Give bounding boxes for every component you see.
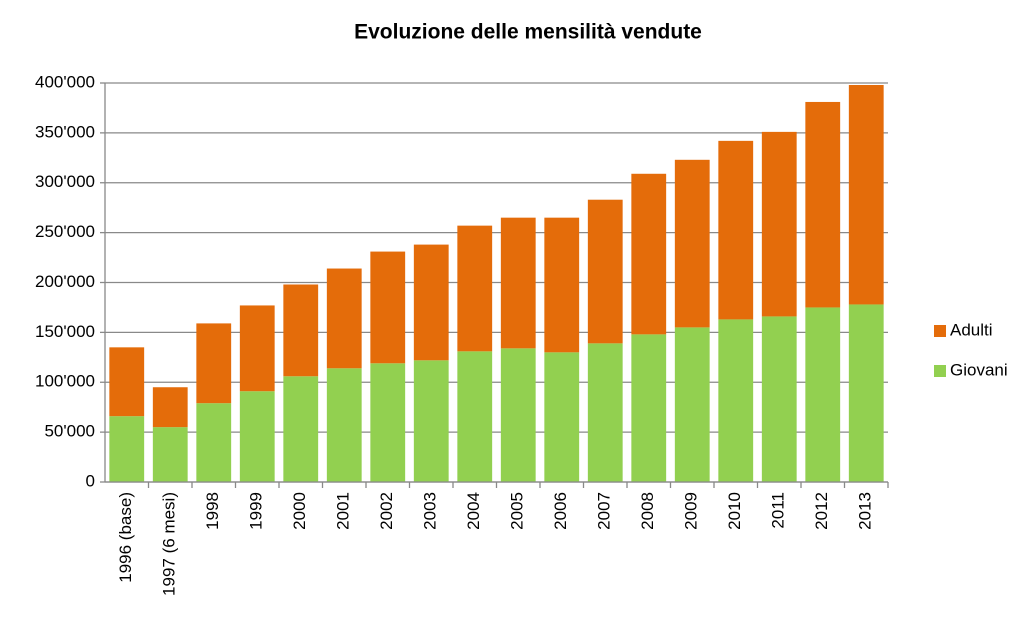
chart-title: Evoluzione delle mensilità vendute xyxy=(354,21,702,44)
x-tick-label: 2001 xyxy=(334,492,353,530)
x-tick-label: 1997 (6 mesi) xyxy=(160,492,179,596)
x-tick-label: 2006 xyxy=(551,492,570,530)
bar-segment xyxy=(370,251,406,364)
x-tick-label: 2008 xyxy=(638,492,657,530)
x-tick-label: 2007 xyxy=(595,492,614,530)
x-tick-label: 1996 (base) xyxy=(116,492,135,583)
bar-segment xyxy=(283,284,319,377)
x-tick-label: 2004 xyxy=(464,492,483,530)
x-tick-label: 2011 xyxy=(769,492,788,529)
y-tick-label: 50'000 xyxy=(44,422,95,441)
x-tick-label: 2003 xyxy=(421,492,440,530)
y-tick-label: 350'000 xyxy=(35,122,95,141)
x-tick-label: 1998 xyxy=(203,492,222,530)
y-tick-label: 300'000 xyxy=(35,172,95,191)
bar-segment xyxy=(544,352,580,482)
bar-segment xyxy=(631,173,667,335)
bar-segment xyxy=(196,323,232,404)
bar-segment xyxy=(109,416,145,482)
x-tick-label: 2013 xyxy=(856,492,875,530)
bar-segment xyxy=(457,225,493,352)
x-tick-label: 2010 xyxy=(725,492,744,530)
y-tick-label: 250'000 xyxy=(35,222,95,241)
bar-segment xyxy=(283,376,319,482)
bar-segment xyxy=(109,347,145,417)
bar-segment xyxy=(544,217,580,353)
bar-segment xyxy=(326,268,362,369)
bar-segment xyxy=(848,84,884,305)
y-tick-label: 150'000 xyxy=(35,322,95,341)
bar-segment xyxy=(848,304,884,482)
bar-segment xyxy=(500,348,536,482)
y-tick-label: 200'000 xyxy=(35,272,95,291)
bar-segment xyxy=(239,305,275,392)
bar-segment xyxy=(239,391,275,482)
bar-segment xyxy=(413,244,449,361)
bar-segment xyxy=(457,351,493,482)
legend-label: Adulti xyxy=(950,320,993,339)
bar-segment xyxy=(152,387,188,428)
bar-segment xyxy=(761,131,797,317)
bar-segment xyxy=(718,319,754,482)
bar-segment xyxy=(370,363,406,482)
bar-segment xyxy=(152,427,188,482)
bar-segment xyxy=(413,360,449,482)
bar-segment xyxy=(326,368,362,482)
legend-swatch xyxy=(934,325,946,337)
bar-segment xyxy=(196,403,232,482)
x-tick-label: 2009 xyxy=(682,492,701,530)
x-tick-label: 2002 xyxy=(377,492,396,530)
bar-segment xyxy=(500,217,536,349)
bar-segment xyxy=(631,334,667,482)
bar-segment xyxy=(587,199,623,344)
x-tick-label: 1999 xyxy=(247,492,266,530)
bar-segment xyxy=(761,316,797,482)
y-tick-label: 0 xyxy=(86,471,95,490)
y-tick-label: 100'000 xyxy=(35,372,95,391)
x-tick-label: 2000 xyxy=(290,492,309,530)
bar-segment xyxy=(805,307,841,482)
legend-swatch xyxy=(934,365,946,377)
bar-segment xyxy=(805,101,841,308)
x-tick-label: 2012 xyxy=(812,492,831,530)
bar-segment xyxy=(587,343,623,482)
bar-segment xyxy=(674,159,710,328)
legend-label: Giovani xyxy=(950,360,1008,379)
bar-segment xyxy=(674,327,710,482)
bar-segment xyxy=(718,140,754,320)
x-tick-label: 2005 xyxy=(508,492,527,530)
y-tick-label: 400'000 xyxy=(35,72,95,91)
